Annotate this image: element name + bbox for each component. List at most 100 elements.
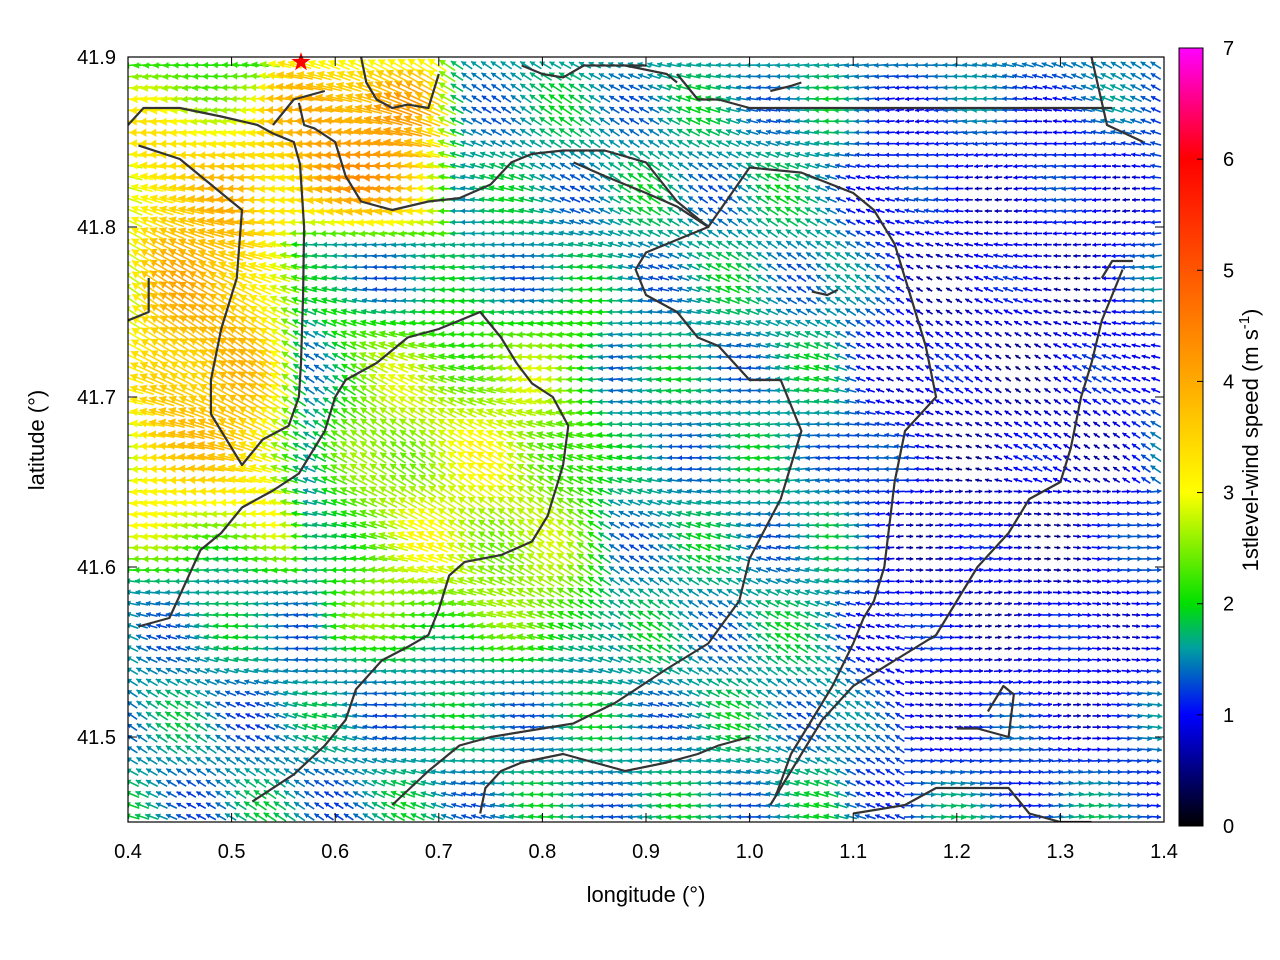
wind-arrow	[382, 702, 393, 707]
wind-arrow	[1004, 444, 1012, 448]
wind-arrow	[865, 421, 876, 426]
wind-arrow	[476, 452, 496, 464]
wind-arrow	[885, 691, 894, 696]
wind-arrow	[1082, 613, 1091, 618]
wind-arrow	[865, 690, 875, 696]
wind-arrow	[906, 523, 913, 527]
wind-arrow	[668, 611, 680, 619]
wind-arrow	[1003, 781, 1013, 786]
wind-arrow	[629, 578, 640, 585]
wind-arrow	[1141, 781, 1151, 786]
wind-arrow	[925, 444, 934, 448]
wind-arrow	[1151, 466, 1161, 473]
wind-arrow	[836, 646, 846, 652]
wind-arrow	[1062, 758, 1073, 763]
wind-arrow	[865, 679, 875, 685]
wind-arrow	[678, 578, 690, 585]
wind-arrow	[698, 656, 709, 663]
wind-arrow	[825, 467, 836, 472]
wind-arrow	[1073, 579, 1081, 583]
wind-arrow	[925, 422, 933, 426]
wind-arrow	[1104, 445, 1110, 449]
wind-arrow	[945, 399, 953, 404]
wind-arrow	[964, 702, 973, 707]
wind-arrow	[1053, 590, 1062, 595]
wind-arrow	[835, 746, 846, 752]
wind-arrow	[905, 411, 914, 415]
wind-arrow	[756, 690, 767, 697]
wind-arrow	[825, 623, 836, 629]
wind-arrow	[1113, 456, 1119, 460]
wind-arrow	[973, 736, 983, 741]
wind-arrow	[156, 657, 167, 662]
wind-arrow	[895, 814, 905, 819]
wind-arrow	[1132, 613, 1140, 617]
wind-arrow	[1005, 355, 1010, 359]
wind-arrow	[875, 601, 885, 606]
wind-arrow	[885, 612, 895, 617]
wind-arrow	[1142, 377, 1150, 381]
wind-arrow	[973, 545, 983, 550]
wind-arrow	[1140, 511, 1151, 516]
wind-arrow	[314, 780, 324, 786]
wind-arrow	[1032, 724, 1043, 729]
wind-arrow	[856, 780, 866, 785]
wind-arrow	[324, 780, 334, 786]
wind-arrow	[294, 635, 305, 640]
wind-arrow	[1033, 590, 1042, 594]
wind-arrow	[994, 658, 1002, 662]
wind-arrow	[747, 803, 758, 808]
wind-arrow	[896, 680, 904, 685]
wind-arrow	[407, 520, 427, 530]
wind-arrow	[1092, 568, 1101, 573]
wind-arrow	[935, 680, 944, 684]
wind-arrow	[1112, 354, 1121, 359]
wind-arrow	[1032, 803, 1042, 808]
wind-arrow	[925, 590, 934, 595]
wind-arrow	[985, 400, 992, 404]
wind-arrow	[884, 433, 895, 438]
wind-arrow	[777, 701, 787, 707]
wind-arrow	[196, 769, 206, 776]
wind-arrow	[1073, 534, 1081, 538]
wind-arrow	[1151, 343, 1161, 348]
wind-arrow	[1024, 433, 1032, 438]
wind-arrow	[1102, 613, 1110, 617]
wind-arrow	[1140, 534, 1151, 539]
wind-arrow	[1073, 377, 1082, 382]
wind-arrow	[1062, 657, 1072, 662]
wind-arrow	[1052, 758, 1063, 763]
wind-arrow	[876, 624, 885, 628]
wind-arrow	[965, 321, 972, 325]
wind-arrow	[1082, 545, 1091, 549]
wind-arrow	[825, 612, 837, 617]
wind-arrow	[826, 735, 837, 742]
wind-arrow	[1130, 747, 1141, 752]
wind-arrow	[995, 422, 1002, 426]
wind-arrow	[500, 713, 512, 718]
wind-arrow	[944, 646, 954, 651]
wind-arrow	[855, 579, 867, 584]
wind-arrow	[688, 611, 698, 618]
wind-arrow	[1112, 365, 1121, 370]
wind-arrow	[835, 309, 846, 316]
wind-arrow	[875, 523, 885, 528]
wind-arrow	[1033, 478, 1042, 482]
wind-arrow	[1034, 332, 1041, 336]
wind-arrow	[905, 590, 914, 595]
wind-arrow	[1004, 321, 1012, 325]
wind-arrow	[284, 802, 295, 810]
wind-arrow	[1014, 411, 1021, 415]
wind-arrow	[974, 669, 983, 674]
wind-arrow	[1132, 601, 1141, 606]
wind-arrow	[1063, 703, 1071, 707]
wind-arrow	[1132, 646, 1140, 650]
wind-arrow	[955, 365, 964, 371]
wind-arrow	[137, 724, 147, 731]
wind-arrow	[946, 433, 953, 437]
wind-arrow	[1054, 310, 1061, 314]
wind-arrow	[1111, 747, 1121, 752]
wind-arrow	[274, 758, 285, 764]
wind-arrow	[1022, 702, 1033, 707]
